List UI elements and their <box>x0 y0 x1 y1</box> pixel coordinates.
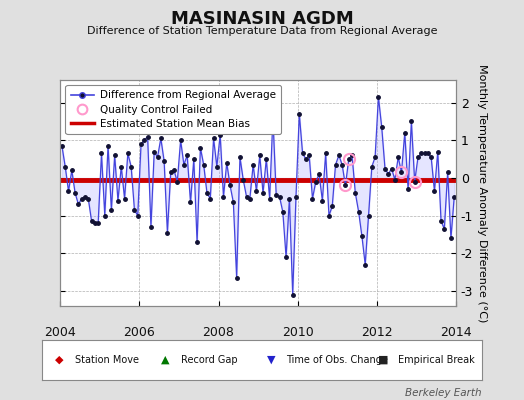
Text: 2008: 2008 <box>203 326 234 339</box>
Text: Record Gap: Record Gap <box>181 355 237 365</box>
Text: 2010: 2010 <box>282 326 313 339</box>
Y-axis label: Monthly Temperature Anomaly Difference (°C): Monthly Temperature Anomaly Difference (… <box>477 64 487 322</box>
Text: Time of Obs. Change: Time of Obs. Change <box>286 355 388 365</box>
Text: MASINASIN AGDM: MASINASIN AGDM <box>171 10 353 28</box>
Text: Empirical Break: Empirical Break <box>398 355 475 365</box>
Text: ▼: ▼ <box>267 355 275 365</box>
Text: 2014: 2014 <box>440 326 472 339</box>
Text: ▲: ▲ <box>161 355 169 365</box>
Text: 2004: 2004 <box>45 326 76 339</box>
Text: Station Move: Station Move <box>75 355 139 365</box>
Text: Berkeley Earth: Berkeley Earth <box>406 388 482 398</box>
Text: Difference of Station Temperature Data from Regional Average: Difference of Station Temperature Data f… <box>87 26 437 36</box>
Text: 2006: 2006 <box>124 326 155 339</box>
Legend: Difference from Regional Average, Quality Control Failed, Estimated Station Mean: Difference from Regional Average, Qualit… <box>66 85 281 134</box>
Text: ◆: ◆ <box>55 355 64 365</box>
Text: ■: ■ <box>378 355 388 365</box>
Text: 2012: 2012 <box>361 326 392 339</box>
